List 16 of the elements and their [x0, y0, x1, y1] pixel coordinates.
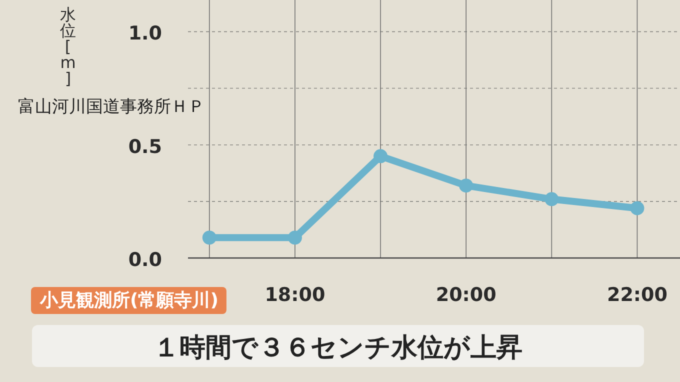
- text: １時間で３６センチ水位が上昇: [154, 333, 522, 363]
- text: 小見観測所(常願寺川): [39, 290, 218, 311]
- x-tick-label: 20:00: [436, 284, 496, 306]
- point: [630, 201, 644, 216]
- point: [202, 230, 216, 245]
- x-tick-label: 18:00: [264, 284, 326, 306]
- point: [374, 149, 388, 164]
- y-tick-label: 0.0: [128, 249, 162, 271]
- point: [544, 192, 559, 206]
- annotation: 富山河川国道事務所ＨＰ: [18, 97, 205, 117]
- x-tick-label: 22:00: [606, 284, 668, 306]
- y-tick-label: 1.0: [128, 22, 162, 45]
- y-axis-title: 水位[m]: [60, 5, 76, 88]
- point: [459, 178, 474, 193]
- y-tick-label: 0.5: [128, 136, 162, 158]
- point: [288, 230, 302, 245]
